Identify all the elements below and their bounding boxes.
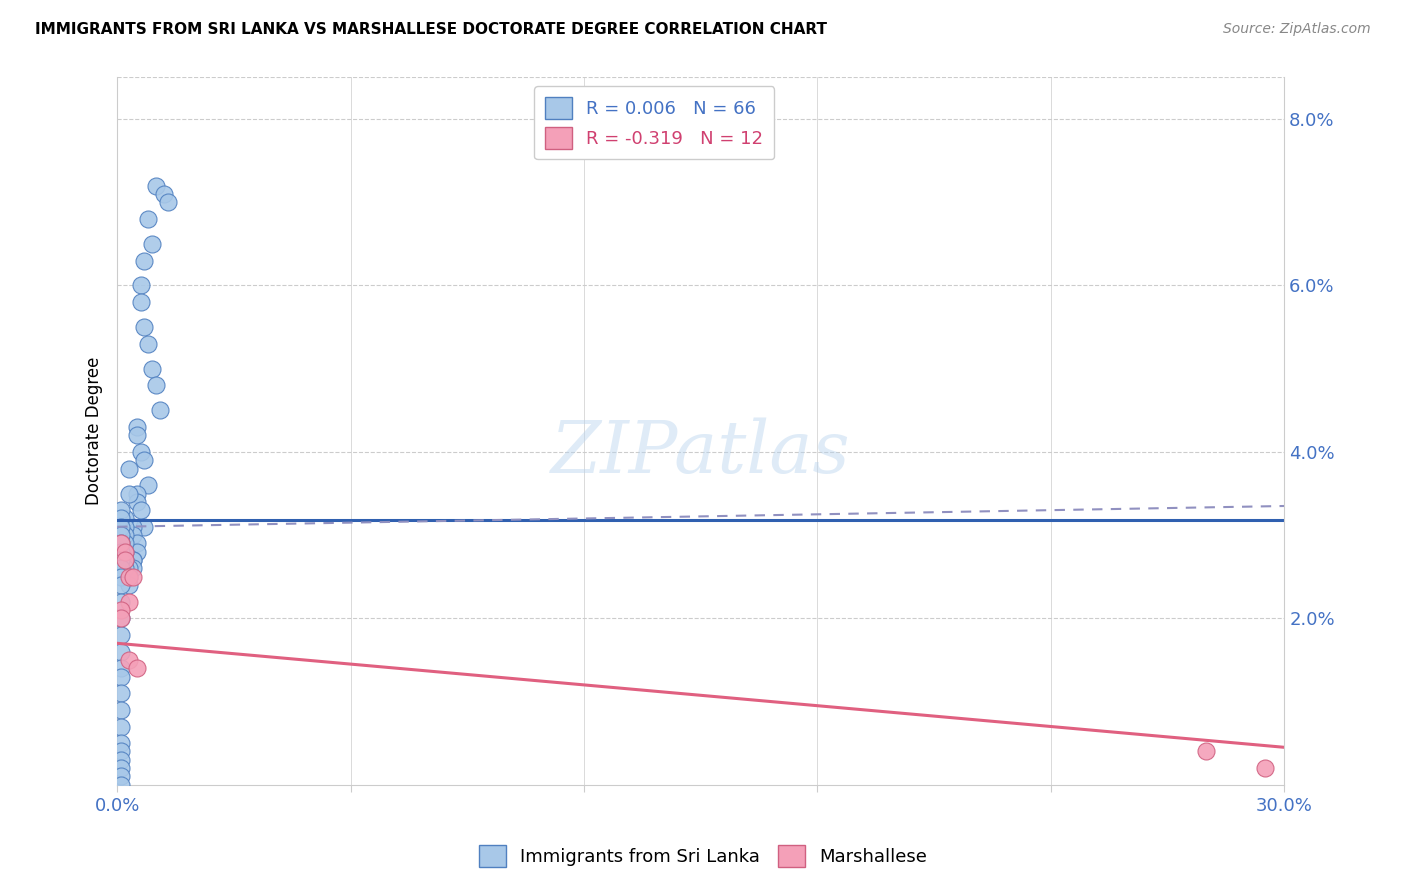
Point bbox=[110, 611, 132, 625]
Point bbox=[114, 536, 136, 550]
Point bbox=[118, 570, 141, 584]
Point bbox=[125, 545, 148, 559]
Point bbox=[110, 611, 132, 625]
Point bbox=[118, 595, 141, 609]
Point bbox=[134, 253, 156, 268]
Point bbox=[149, 403, 172, 417]
Text: Source: ZipAtlas.com: Source: ZipAtlas.com bbox=[1223, 22, 1371, 37]
Point bbox=[110, 719, 132, 733]
Point bbox=[110, 528, 132, 542]
Legend: Immigrants from Sri Lanka, Marshallese: Immigrants from Sri Lanka, Marshallese bbox=[471, 838, 935, 874]
Point bbox=[1254, 761, 1277, 775]
Point bbox=[118, 461, 141, 475]
Point bbox=[114, 545, 136, 559]
Point bbox=[145, 378, 167, 392]
Text: IMMIGRANTS FROM SRI LANKA VS MARSHALLESE DOCTORATE DEGREE CORRELATION CHART: IMMIGRANTS FROM SRI LANKA VS MARSHALLESE… bbox=[35, 22, 827, 37]
Point bbox=[118, 578, 141, 592]
Point bbox=[114, 528, 136, 542]
Point bbox=[110, 686, 132, 700]
Point bbox=[110, 769, 132, 783]
Y-axis label: Doctorate Degree: Doctorate Degree bbox=[86, 357, 103, 505]
Point bbox=[114, 511, 136, 525]
Point bbox=[110, 503, 132, 517]
Point bbox=[110, 736, 132, 750]
Point bbox=[110, 578, 132, 592]
Point bbox=[156, 195, 179, 210]
Point bbox=[110, 520, 132, 534]
Point bbox=[145, 178, 167, 193]
Point bbox=[110, 645, 132, 659]
Point bbox=[125, 428, 148, 442]
Point bbox=[125, 486, 148, 500]
Point bbox=[129, 295, 152, 310]
Point bbox=[134, 520, 156, 534]
Point bbox=[114, 520, 136, 534]
Point bbox=[110, 595, 132, 609]
Point bbox=[110, 553, 132, 567]
Point bbox=[114, 545, 136, 559]
Point bbox=[121, 520, 143, 534]
Text: ZIPatlas: ZIPatlas bbox=[551, 417, 851, 488]
Point bbox=[110, 536, 132, 550]
Point bbox=[118, 653, 141, 667]
Point bbox=[121, 553, 143, 567]
Point bbox=[1195, 744, 1218, 758]
Point bbox=[110, 761, 132, 775]
Point bbox=[121, 528, 143, 542]
Point bbox=[129, 503, 152, 517]
Point bbox=[110, 561, 132, 575]
Point bbox=[125, 661, 148, 675]
Point bbox=[110, 628, 132, 642]
Point bbox=[110, 603, 132, 617]
Point bbox=[125, 495, 148, 509]
Point bbox=[114, 561, 136, 575]
Point bbox=[141, 236, 163, 251]
Point bbox=[110, 703, 132, 717]
Point bbox=[121, 553, 143, 567]
Point bbox=[118, 486, 141, 500]
Point bbox=[110, 545, 132, 559]
Point bbox=[110, 744, 132, 758]
Point bbox=[121, 561, 143, 575]
Point bbox=[129, 278, 152, 293]
Legend: R = 0.006   N = 66, R = -0.319   N = 12: R = 0.006 N = 66, R = -0.319 N = 12 bbox=[534, 87, 775, 160]
Point bbox=[141, 361, 163, 376]
Point bbox=[134, 453, 156, 467]
Point bbox=[110, 511, 132, 525]
Point bbox=[110, 778, 132, 792]
Point bbox=[129, 445, 152, 459]
Point bbox=[110, 661, 132, 675]
Point bbox=[114, 553, 136, 567]
Point bbox=[110, 753, 132, 767]
Point bbox=[153, 186, 176, 201]
Point bbox=[121, 570, 143, 584]
Point bbox=[118, 561, 141, 575]
Point bbox=[136, 211, 159, 226]
Point bbox=[110, 669, 132, 683]
Point bbox=[110, 536, 132, 550]
Point bbox=[125, 420, 148, 434]
Point bbox=[110, 570, 132, 584]
Point bbox=[136, 336, 159, 351]
Point bbox=[125, 536, 148, 550]
Point bbox=[136, 478, 159, 492]
Point bbox=[114, 553, 136, 567]
Point bbox=[134, 320, 156, 334]
Point bbox=[118, 570, 141, 584]
